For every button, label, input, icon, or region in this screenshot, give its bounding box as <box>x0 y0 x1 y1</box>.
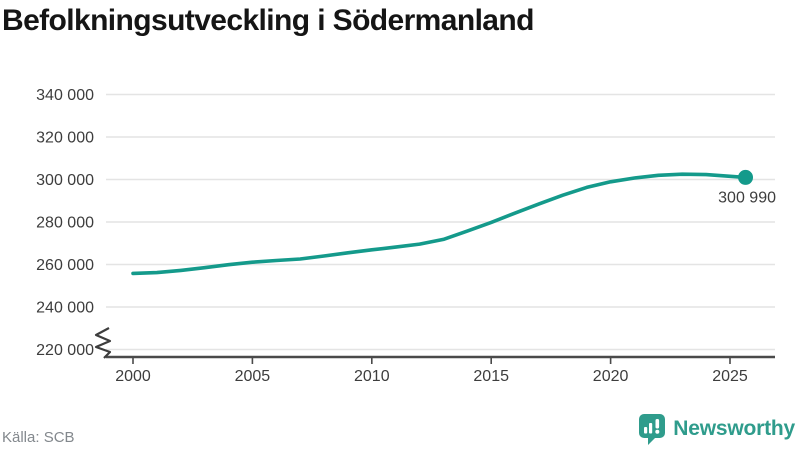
y-tick-label: 340 000 <box>36 87 94 104</box>
axis-break-icon <box>94 327 112 359</box>
population-line-chart: 220 000 240 000 260 000 280 000 300 000 320 0… <box>36 87 776 385</box>
end-point-dot <box>738 169 754 185</box>
y-tick-label: 280 000 <box>36 215 94 232</box>
newsworthy-wordmark: Newsworthy <box>673 417 795 440</box>
population-line <box>131 172 748 276</box>
x-tick-label: 2000 <box>115 368 151 385</box>
x-tick-label: 2025 <box>712 368 748 385</box>
x-tick-label: 2005 <box>235 368 271 385</box>
page-title: Befolkningsutveckling i Södermanland <box>2 4 534 37</box>
x-tick-label: 2015 <box>473 368 509 385</box>
x-tick-label: 2020 <box>593 368 629 385</box>
y-tick-label: 320 000 <box>36 130 94 147</box>
source-note: Källa: SCB <box>2 429 75 446</box>
end-value-label: 300 990 <box>718 189 776 206</box>
y-tick-label: 300 000 <box>36 172 94 189</box>
newsworthy-logo-icon <box>639 414 666 445</box>
x-tick-label: 2010 <box>354 368 390 385</box>
y-tick-label: 260 000 <box>36 257 94 274</box>
newsworthy-logo[interactable]: Newsworthy <box>638 413 795 445</box>
y-tick-label: 240 000 <box>36 300 94 317</box>
y-tick-label: 220 000 <box>36 342 94 359</box>
